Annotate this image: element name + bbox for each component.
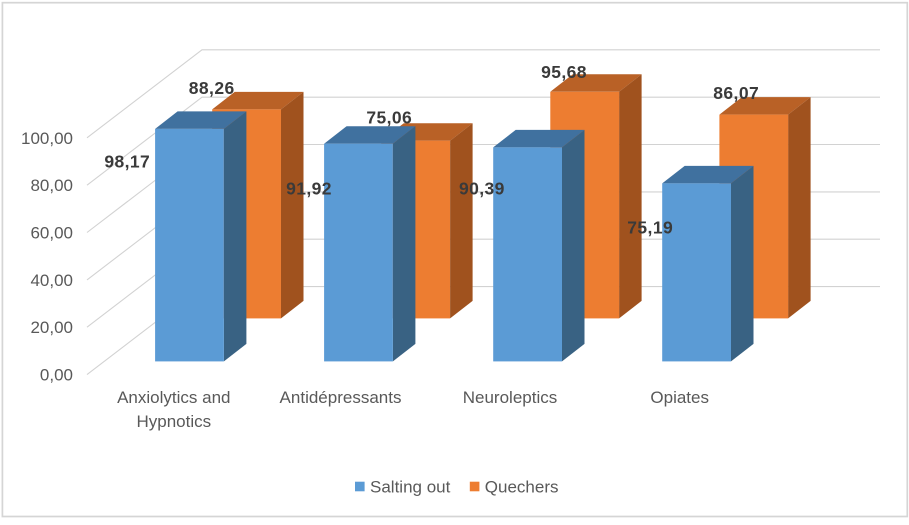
svg-text:20,00: 20,00 [30,318,73,337]
svg-text:Anxiolytics and: Anxiolytics and [117,388,230,407]
svg-text:100,00: 100,00 [21,129,73,148]
svg-text:60,00: 60,00 [30,224,73,243]
svg-text:Salting out: Salting out [370,478,451,497]
svg-text:90,39: 90,39 [459,178,505,198]
svg-text:75,06: 75,06 [366,107,412,127]
svg-text:86,07: 86,07 [713,83,759,103]
svg-text:Hypnotics: Hypnotics [136,412,211,431]
svg-text:Antidépressants: Antidépressants [280,388,402,407]
svg-text:Opiates: Opiates [650,388,709,407]
svg-text:Neuroleptics: Neuroleptics [463,388,558,407]
svg-text:Quechers: Quechers [485,478,559,497]
svg-text:98,17: 98,17 [104,151,150,171]
svg-text:0,00: 0,00 [40,366,73,385]
svg-text:40,00: 40,00 [30,271,73,290]
svg-text:80,00: 80,00 [30,176,73,195]
svg-text:91,92: 91,92 [286,179,332,199]
svg-text:75,19: 75,19 [627,217,673,237]
svg-text:95,68: 95,68 [541,62,587,82]
svg-text:88,26: 88,26 [189,78,235,98]
